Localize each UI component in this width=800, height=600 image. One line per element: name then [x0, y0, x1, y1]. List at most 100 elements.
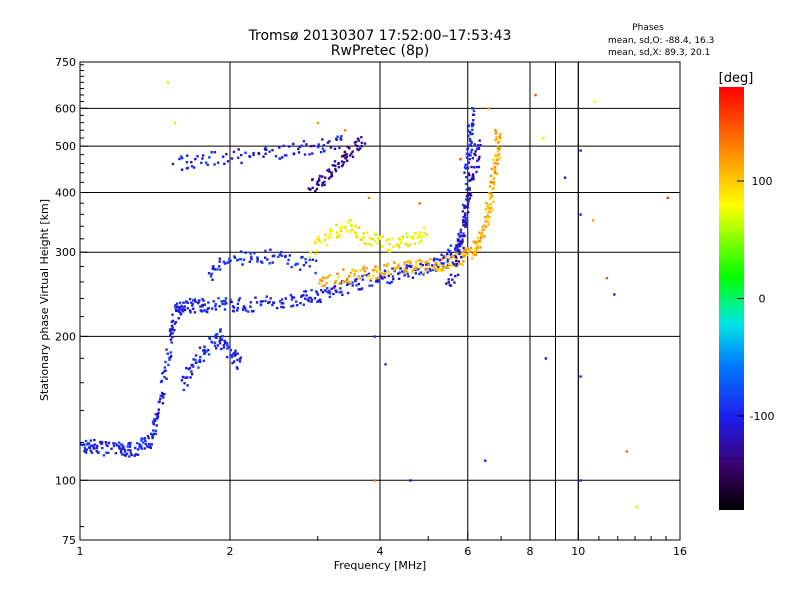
data-point — [472, 176, 475, 179]
data-point — [193, 311, 197, 314]
data-point — [220, 347, 223, 351]
data-point — [403, 270, 406, 274]
data-point — [316, 180, 319, 183]
data-point — [360, 144, 364, 148]
data-point — [490, 167, 494, 170]
data-point — [384, 363, 387, 366]
data-point — [469, 143, 472, 146]
data-point — [485, 225, 488, 228]
data-point — [495, 138, 498, 141]
data-point — [376, 276, 380, 279]
data-point — [221, 335, 224, 338]
data-point — [120, 451, 123, 454]
data-point — [468, 157, 471, 161]
data-point — [269, 297, 272, 300]
data-point — [283, 154, 287, 157]
data-point — [201, 303, 204, 307]
data-point — [235, 366, 239, 369]
data-point — [317, 183, 320, 187]
data-point — [487, 223, 490, 226]
data-point — [365, 231, 369, 234]
data-point — [169, 334, 172, 337]
data-point — [461, 234, 465, 238]
data-point — [195, 361, 198, 364]
data-point — [337, 276, 340, 279]
data-point — [292, 304, 295, 307]
data-point — [214, 308, 218, 311]
data-point — [463, 248, 466, 252]
data-point — [233, 256, 237, 260]
data-point — [405, 232, 408, 235]
data-point — [335, 290, 338, 294]
data-point — [143, 447, 146, 450]
data-point — [401, 237, 404, 240]
data-point — [461, 203, 465, 207]
data-point — [169, 328, 173, 331]
data-point — [349, 280, 353, 283]
data-point — [361, 274, 364, 278]
data-point — [84, 448, 87, 451]
data-point — [392, 277, 395, 281]
data-point — [319, 150, 323, 154]
data-point — [449, 252, 453, 256]
data-point — [466, 134, 470, 138]
data-point — [128, 455, 131, 458]
data-point — [327, 291, 330, 294]
data-point — [419, 271, 423, 274]
data-point — [445, 282, 448, 285]
data-point — [454, 252, 457, 256]
data-point — [150, 443, 153, 446]
data-point — [159, 397, 162, 401]
data-point — [449, 244, 453, 247]
data-point — [180, 155, 183, 158]
data-point — [328, 140, 331, 143]
data-point — [213, 163, 216, 166]
data-point — [367, 196, 371, 200]
data-point — [490, 195, 493, 199]
data-point — [365, 274, 368, 277]
data-point — [185, 161, 189, 164]
data-point — [336, 135, 339, 138]
data-point — [218, 305, 221, 308]
data-point — [281, 156, 284, 159]
data-point — [91, 444, 95, 447]
data-point — [240, 161, 243, 165]
data-point — [231, 305, 235, 308]
data-point — [179, 306, 182, 310]
data-point — [463, 166, 467, 169]
data-point — [494, 132, 498, 135]
data-point — [354, 140, 358, 144]
data-point — [264, 146, 267, 149]
data-point — [307, 187, 310, 190]
data-point — [203, 345, 206, 348]
data-point — [278, 300, 282, 303]
data-point — [492, 158, 495, 161]
data-point — [335, 223, 338, 227]
data-point — [330, 173, 333, 176]
data-point — [442, 262, 445, 265]
data-point — [247, 310, 250, 313]
data-point — [468, 186, 471, 190]
data-point — [395, 243, 398, 246]
data-point — [222, 346, 226, 349]
data-point — [362, 235, 365, 239]
data-point — [391, 267, 394, 270]
x-tick-label: 10 — [571, 545, 585, 558]
data-point — [339, 229, 343, 233]
data-point — [458, 242, 462, 245]
data-point — [464, 175, 468, 179]
data-point — [455, 244, 458, 247]
data-point — [357, 282, 361, 286]
data-point — [462, 220, 466, 223]
data-point — [579, 479, 582, 482]
data-point — [155, 424, 158, 427]
data-point — [492, 200, 495, 204]
data-point — [199, 355, 202, 359]
data-point — [243, 306, 247, 310]
data-point — [241, 263, 244, 266]
data-point — [378, 237, 381, 240]
data-point — [465, 247, 469, 250]
data-point — [168, 358, 171, 361]
grid-lines — [80, 62, 680, 540]
data-point — [446, 259, 449, 262]
